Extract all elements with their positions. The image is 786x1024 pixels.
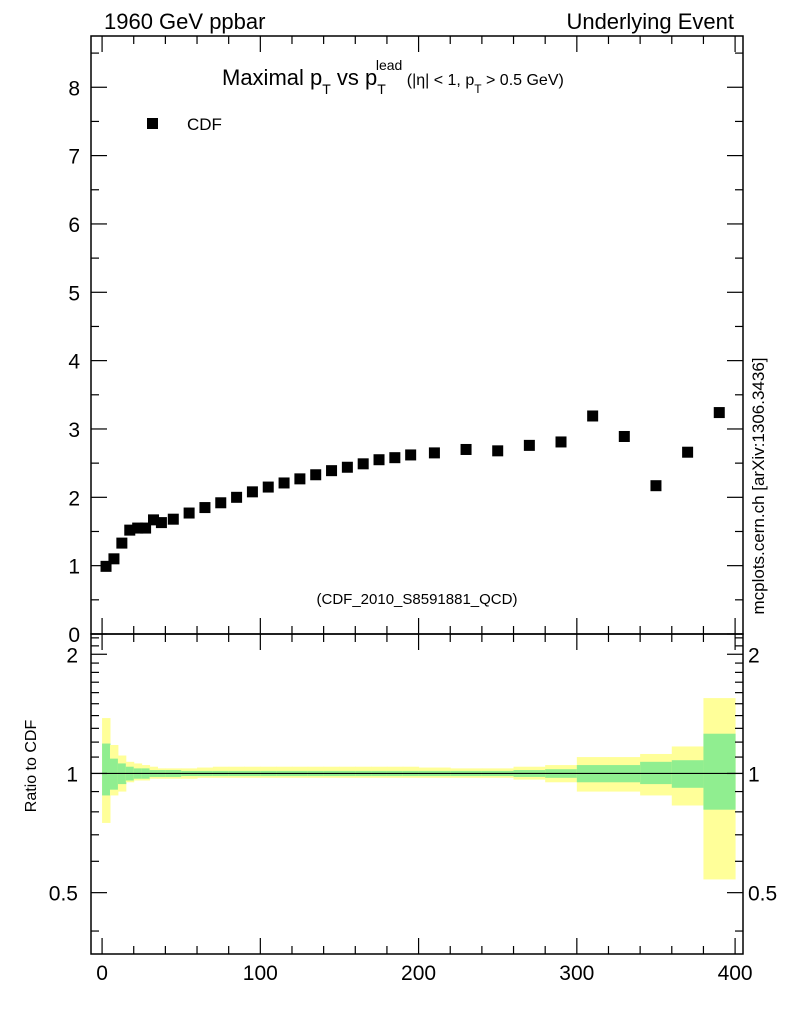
main-plot-panel: Maximal pT vs pTlead (|η| < 1, pT > 0.5 … bbox=[68, 35, 744, 647]
cdf-data-point bbox=[405, 449, 417, 461]
main-y-tick-label: 1 bbox=[68, 556, 80, 579]
legend-label-cdf: CDF bbox=[187, 115, 222, 134]
cdf-data-point bbox=[650, 480, 662, 492]
ratio-inner-band bbox=[109, 758, 119, 790]
cdf-data-point bbox=[199, 502, 211, 514]
main-plot-title: Maximal pT vs pTlead (|η| < 1, pT > 0.5 … bbox=[222, 57, 564, 97]
analysis-id-label: (CDF_2010_S8591881_QCD) bbox=[317, 591, 518, 608]
cdf-data-point bbox=[294, 473, 306, 485]
ratio-bands bbox=[102, 698, 736, 880]
cdf-data-point bbox=[373, 454, 385, 466]
cdf-data-point bbox=[389, 452, 401, 464]
ratio-y-tick-label-left: 0.5 bbox=[49, 883, 78, 906]
cdf-data-point bbox=[555, 436, 567, 448]
header-right-label: Underlying Event bbox=[566, 9, 734, 34]
cdf-data-point bbox=[341, 461, 353, 473]
title-cond-a: (|η| < 1, p bbox=[402, 72, 474, 89]
ratio-inner-band bbox=[102, 743, 111, 796]
cdf-data-point bbox=[132, 522, 144, 534]
main-y-tick-label: 0 bbox=[68, 624, 80, 647]
main-y-tick-label: 4 bbox=[68, 351, 80, 374]
title-mid: vs p bbox=[331, 65, 377, 90]
x-tick-label: 400 bbox=[718, 962, 753, 985]
cdf-data-point bbox=[713, 407, 725, 419]
cdf-data-point bbox=[523, 439, 535, 451]
cdf-data-point bbox=[326, 465, 338, 477]
cdf-data-point bbox=[140, 522, 152, 534]
cdf-data-point bbox=[428, 447, 440, 459]
x-tick-label: 200 bbox=[401, 962, 436, 985]
cdf-data-point bbox=[231, 491, 243, 503]
main-y-tick-label: 7 bbox=[68, 146, 80, 169]
cdf-data-point bbox=[215, 497, 227, 509]
cdf-data-point bbox=[108, 553, 120, 565]
cdf-data-point bbox=[618, 430, 630, 442]
title-cond-b: > 0.5 GeV) bbox=[482, 72, 564, 89]
cdf-data-point bbox=[148, 514, 160, 526]
cdf-data-point bbox=[183, 507, 195, 519]
x-tick-label: 0 bbox=[96, 962, 108, 985]
cdf-data-point bbox=[124, 524, 136, 536]
main-y-tick-label: 2 bbox=[68, 487, 80, 510]
ratio-plot-panel: 0.5 0.5 1 1 2 2 0 100 200 300 400 Ratio to CDF bbox=[23, 633, 777, 985]
title-main: Maximal p bbox=[222, 65, 322, 90]
ratio-y-tick-label-left: 1 bbox=[66, 763, 78, 786]
cdf-data-point bbox=[587, 410, 599, 422]
title-main-sub: T bbox=[322, 81, 331, 97]
main-y-tick-label: 6 bbox=[68, 214, 80, 237]
cdf-data-point bbox=[460, 443, 472, 455]
x-tick-label: 300 bbox=[559, 962, 594, 985]
main-y-tick-label: 3 bbox=[68, 419, 80, 442]
cdf-data-point bbox=[167, 513, 179, 525]
title-mid-sup: lead bbox=[376, 57, 402, 73]
main-x-ticks bbox=[101, 36, 736, 634]
header-left-label: 1960 GeV ppbar bbox=[104, 9, 265, 34]
cdf-data-point bbox=[682, 446, 694, 458]
ratio-plot-frame bbox=[90, 633, 744, 955]
ratio-y-axis-label: Ratio to CDF bbox=[23, 720, 40, 813]
main-y-tick-label: 8 bbox=[68, 77, 80, 100]
main-y-tick-label: 5 bbox=[68, 282, 80, 305]
ratio-x-ticks: 0 100 200 300 400 bbox=[96, 634, 753, 985]
cdf-data-point bbox=[100, 560, 112, 572]
ratio-y-tick-label-right: 1 bbox=[748, 763, 760, 786]
x-tick-label: 100 bbox=[243, 962, 278, 985]
watermark-label: mcplots.cern.ch [arXiv:1306.3436] bbox=[749, 357, 768, 614]
cdf-data-point bbox=[262, 481, 274, 493]
cdf-data-point bbox=[357, 458, 369, 470]
ratio-y-tick-label-right: 0.5 bbox=[748, 883, 777, 906]
title-mid-sub: T bbox=[377, 81, 386, 97]
ratio-y-ticks: 0.5 0.5 1 1 2 2 bbox=[49, 637, 777, 932]
cdf-data-point bbox=[492, 445, 504, 457]
cdf-data-point bbox=[278, 477, 290, 489]
cdf-data-point bbox=[116, 537, 128, 549]
cdf-data-point bbox=[155, 517, 167, 529]
ratio-y-tick-label-left: 2 bbox=[66, 644, 78, 667]
title-cond-sub: T bbox=[474, 82, 482, 96]
main-data-markers bbox=[100, 407, 725, 572]
legend-marker-cdf bbox=[147, 118, 158, 129]
ratio-y-tick-label-right: 2 bbox=[748, 644, 760, 667]
ratio-inner-band bbox=[703, 733, 736, 810]
main-y-ticks: 0 1 2 3 4 5 6 7 8 bbox=[68, 52, 743, 647]
cdf-data-point bbox=[310, 469, 322, 481]
cdf-data-point bbox=[246, 486, 258, 498]
